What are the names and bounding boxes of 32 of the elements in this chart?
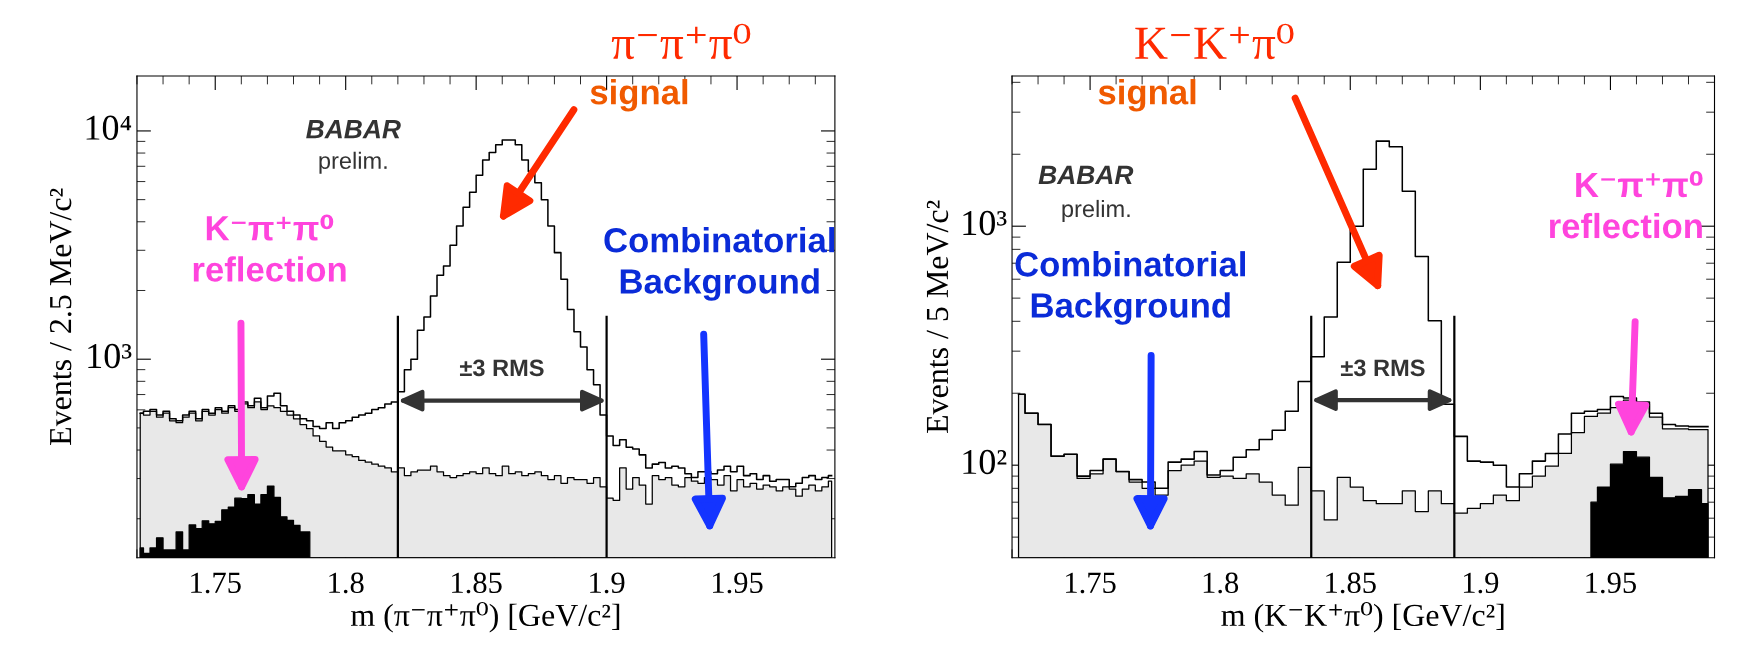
y-tick-label: 10³ [963, 210, 1007, 236]
annotation: K⁻π⁺π⁰ reflection [1549, 171, 1703, 239]
x-tick-label: 1.9 [1463, 572, 1499, 594]
x-tick-label: 1.75 [191, 572, 241, 594]
y-axis-title: Events / 5 MeV/c² [926, 200, 949, 433]
x-axis-title: m (π⁻π⁺π⁰) [GeV/c²] [350, 602, 620, 633]
x-tick-label: 1.85 [1326, 572, 1376, 594]
annotation: BABAR [1038, 165, 1134, 184]
annotation: BABAR [306, 120, 401, 139]
y-tick-label: 10⁴ [86, 115, 132, 140]
chart-title: π⁻π⁺π⁰ [611, 23, 751, 60]
y-tick-label: 10² [963, 449, 1007, 475]
x-tick-label: 1.8 [329, 572, 364, 594]
chart-title: K⁻K⁺π⁰ [1135, 23, 1294, 60]
annotation: Combinatorial Background [1015, 251, 1246, 325]
x-tick-label: 1.95 [1586, 572, 1636, 594]
annotation: prelim. [319, 151, 387, 174]
y-axis-title: Events / 2.5 MeV/c² [49, 188, 72, 445]
annotation: K⁻π⁺π⁰ reflection [193, 214, 346, 282]
x-tick-label: 1.75 [1066, 572, 1116, 594]
annotation: Combinatorial Background [604, 227, 834, 301]
x-tick-label: 1.9 [590, 572, 625, 594]
x-tick-label: 1.95 [713, 572, 763, 594]
y-tick-label: 10³ [88, 343, 132, 369]
annotation: prelim. [1062, 199, 1130, 222]
annotation: ±3 RMS [459, 359, 544, 377]
annotation: ±3 RMS [1340, 359, 1425, 377]
x-tick-label: 1.85 [452, 572, 502, 594]
x-tick-label: 1.8 [1203, 572, 1239, 594]
annotation: signal [1098, 79, 1196, 112]
x-axis-title: m (K⁻K⁺π⁰) [GeV/c²] [1221, 602, 1504, 633]
annotation: signal [590, 79, 688, 112]
